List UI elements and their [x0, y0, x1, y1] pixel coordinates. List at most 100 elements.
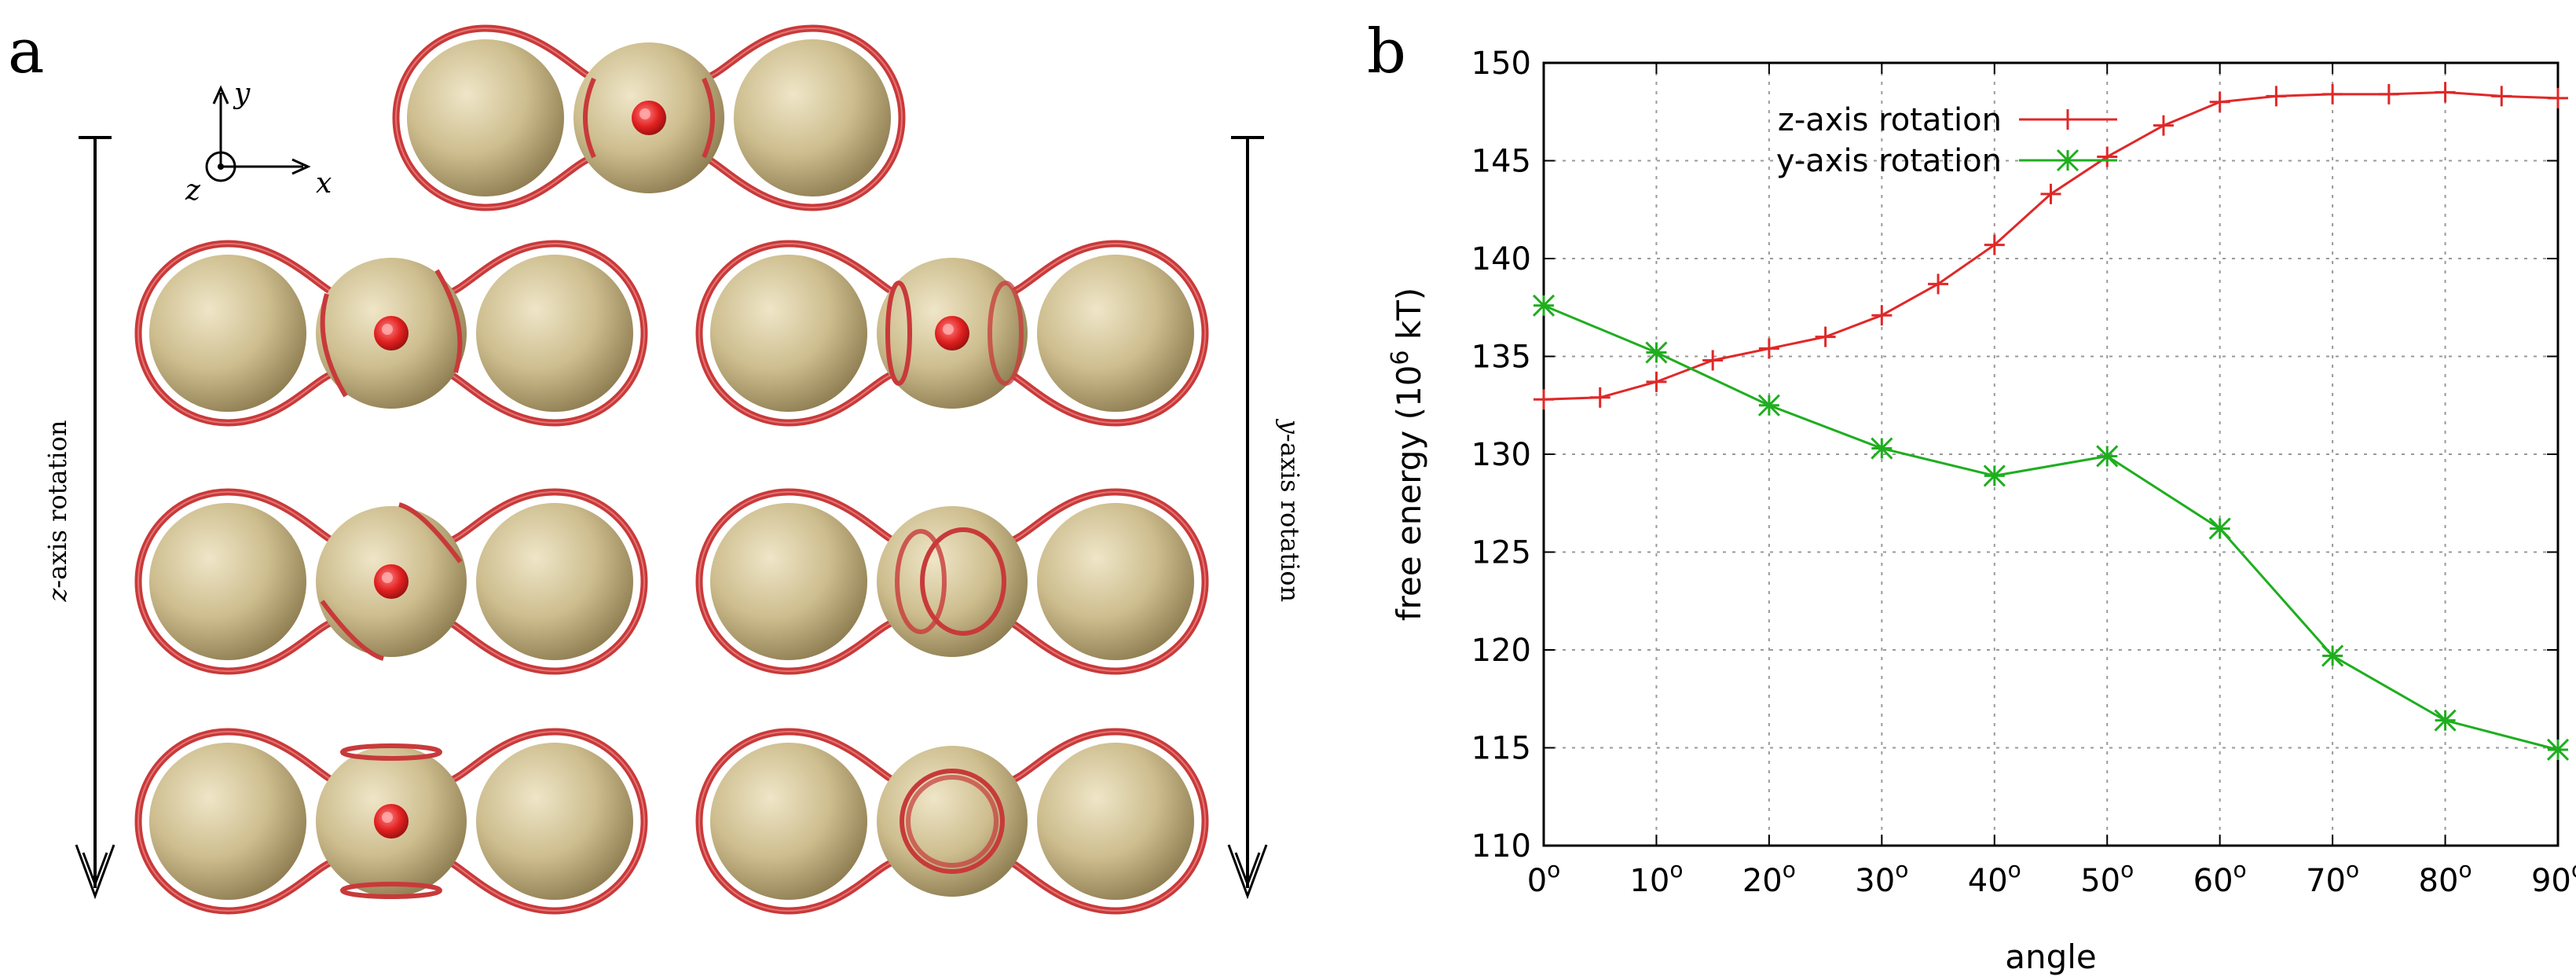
series-y-axis-rotation [1532, 294, 2570, 762]
x-axis-label: angle [2005, 938, 2097, 976]
contact-ring [988, 281, 1024, 386]
data-point [2096, 445, 2119, 468]
contact-ring [398, 502, 463, 563]
legend-label: y-axis rotation [1776, 143, 2002, 179]
z-rotation-arrow: z-axis rotation [42, 136, 115, 900]
left-sphere [149, 255, 306, 412]
x-tick-label: 60o [2193, 857, 2247, 899]
contact-ring [320, 600, 384, 661]
z-rotation-label: z-axis rotation [42, 420, 72, 602]
y-tick-label: 110 [1471, 828, 1531, 864]
series-z-axis-rotation [1534, 82, 2568, 410]
x-tick-label: 80o [2419, 857, 2472, 899]
contact-ring [340, 882, 442, 899]
left-sphere [710, 503, 867, 660]
legend-marker [2058, 109, 2078, 130]
x-tick-label: 20o [1742, 857, 1796, 899]
legend-marker [2056, 149, 2079, 172]
axes-glyph: y x z [185, 78, 332, 207]
left-sphere [149, 743, 306, 900]
left-sphere [710, 255, 867, 412]
free-energy-chart: 0o 10o 20o 30o 40o 50o 60o 70o 80o 90o 110 115 120 12… [1387, 46, 2576, 976]
y-axis-label: free energy (106 kT) [1387, 288, 1428, 622]
left-sphere [407, 39, 564, 196]
y-tick-label: 115 [1471, 731, 1531, 767]
data-point [1871, 437, 1893, 460]
z-axis-circle [205, 151, 236, 182]
data-point [1758, 338, 1779, 359]
data-point [2040, 183, 2061, 204]
data-point [2208, 517, 2231, 540]
series-line [1543, 90, 2559, 401]
x-tick-label: 0o [1527, 857, 1561, 899]
marker-dot [632, 101, 666, 135]
data-point [1983, 464, 2006, 487]
contact-ring [702, 77, 715, 159]
y-tick-label: 150 [1471, 46, 1531, 82]
right-sphere [476, 255, 633, 412]
center-sphere [877, 746, 1028, 897]
data-point [2434, 709, 2457, 732]
y-tick-label: 145 [1471, 144, 1531, 180]
panel-a: a y x z z-axis rotation y-axis rotation [8, 17, 1305, 915]
data-point [1757, 394, 1780, 417]
sphere-configuration [134, 240, 648, 427]
data-point [1534, 389, 1554, 410]
y-tick-label: 140 [1471, 241, 1531, 277]
contact-ring [320, 293, 348, 398]
right-sphere [476, 503, 633, 660]
data-point [1984, 234, 2005, 255]
sphere-configuration [695, 728, 1209, 915]
data-point [2546, 738, 2570, 762]
contact-ring [434, 269, 463, 373]
x-tick-label: 90o [2531, 857, 2576, 899]
y-rotation-arrow: y-axis rotation [1227, 136, 1305, 900]
panel-b: b 0o 10o 20o 30o 40o 50o 60o 70o 80o 90o 110 115 120… [1367, 17, 2576, 976]
z-axis-label: z [185, 174, 201, 207]
series-line [1543, 304, 2559, 751]
sphere-configuration [392, 24, 906, 211]
data-point [1702, 350, 1724, 371]
right-sphere [734, 39, 891, 196]
data-point [1815, 326, 1836, 347]
legend-label: z-axis rotation [1778, 102, 2002, 138]
y-tick-label: 135 [1471, 340, 1531, 376]
marker-dot [374, 564, 409, 599]
data-point [2097, 146, 2118, 167]
marker-dot [374, 804, 409, 839]
y-rotation-label: y-axis rotation [1275, 418, 1305, 602]
data-point [1645, 341, 1668, 364]
right-sphere [476, 743, 633, 900]
x-tick-label: 10o [1629, 857, 1683, 899]
data-point [2321, 644, 2344, 667]
sphere-configuration [695, 240, 1209, 427]
data-point [1589, 387, 1610, 408]
y-axis-label: y [233, 78, 251, 110]
legend: z-axis rotation y-axis rotation [1776, 102, 2117, 179]
sphere-configuration [695, 488, 1209, 675]
left-sphere [710, 743, 867, 900]
panel-b-letter: b [1367, 17, 1406, 87]
contact-ring [340, 743, 442, 761]
marker-dot [935, 316, 969, 351]
data-point [1646, 371, 1667, 392]
right-sphere [1037, 743, 1194, 900]
x-axis-label: x [316, 167, 332, 200]
sphere-configuration [134, 488, 648, 675]
x-tick-label: 30o [1855, 857, 1908, 899]
data-point [2153, 115, 2174, 136]
configurations [134, 24, 1209, 915]
y-tick-label: 130 [1471, 437, 1531, 473]
y-tick-label: 120 [1471, 633, 1531, 669]
x-tick-label: 40o [1968, 857, 2021, 899]
x-tick-label: 50o [2080, 857, 2134, 899]
data-point [2491, 86, 2512, 107]
grid [1543, 62, 2559, 846]
contact-ring [906, 775, 999, 868]
contact-ring [583, 77, 596, 159]
panel-a-letter: a [8, 17, 45, 87]
y-tick-label: 125 [1471, 535, 1531, 571]
contact-ring [895, 529, 947, 634]
data-point [1532, 294, 1555, 317]
